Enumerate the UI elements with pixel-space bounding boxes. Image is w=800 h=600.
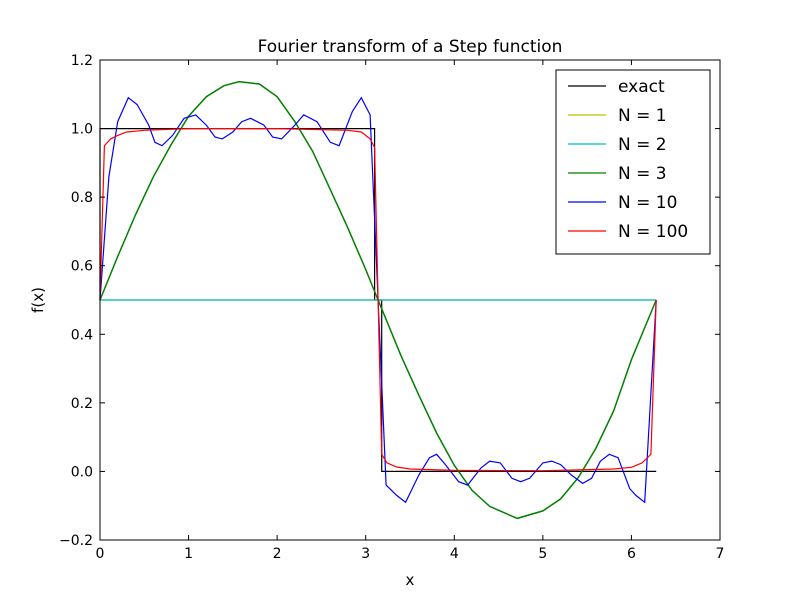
legend: exact N = 1 N = 2 N = 3 N = 10 N = 100 [555,69,711,255]
x-tick-label: 6 [627,546,636,562]
y-tick-label: −0.2 [59,533,93,549]
legend-label-n-1: N = 1 [618,106,667,126]
y-tick-label: 0.6 [71,259,93,275]
legend-label-n-2: N = 2 [618,135,667,155]
x-axis-label: x [406,571,415,589]
axis-ticks: 0 1 2 3 4 5 6 7 −0.2 0.0 0.2 0.4 0.6 0.8 1.0 1.2 [59,53,724,562]
chart-title: Fourier transform of a Step function [258,37,563,57]
x-tick-label: 7 [716,546,725,562]
legend-label-n-3: N = 3 [618,164,667,184]
legend-label-n-10: N = 10 [618,193,677,213]
y-tick-label: 0.2 [71,396,93,412]
y-tick-label: 0.0 [71,464,93,480]
x-tick-label: 0 [96,546,105,562]
x-tick-label: 4 [450,546,459,562]
legend-label-n-100: N = 100 [618,222,688,242]
y-tick-label: 0.4 [71,327,93,343]
x-tick-label: 5 [538,546,547,562]
x-tick-label: 3 [361,546,370,562]
x-tick-label: 1 [184,546,193,562]
series-line-n-100 [99,128,657,472]
plot-frame [99,59,721,541]
series-line-n-3 [99,80,657,520]
y-tick-label: 0.8 [71,190,93,206]
x-tick-label: 2 [273,546,282,562]
y-axis-label: f(x) [29,287,47,313]
legend-label-exact: exact [618,77,665,97]
y-tick-label: 1.0 [71,122,93,138]
legend-box [555,69,711,255]
y-tick-label: 1.2 [71,53,93,69]
plot-lines [99,80,657,520]
